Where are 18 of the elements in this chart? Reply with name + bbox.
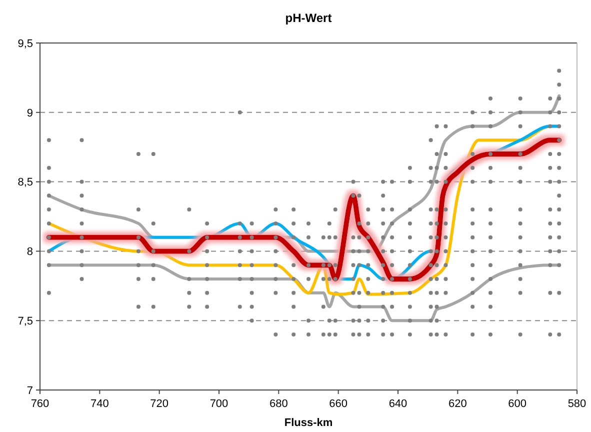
y-tick-label: 9,5 (18, 38, 33, 50)
x-tick-label: 660 (329, 398, 348, 410)
chart-title: pH-Wert (285, 11, 332, 25)
y-tick-label: 7,5 (18, 315, 33, 328)
x-axis-title: Fluss-km (284, 417, 333, 429)
x-tick-label: 680 (269, 398, 288, 410)
x-tick-label: 600 (508, 398, 527, 410)
y-tick-label: 8 (26, 246, 33, 258)
y-tick-label: 9 (26, 107, 33, 120)
y-tick-label: 7 (26, 384, 33, 397)
x-tick-label: 580 (568, 398, 586, 410)
x-tick-label: 640 (388, 398, 408, 410)
x-tick-label: 740 (90, 398, 109, 410)
x-tick-label: 760 (30, 398, 50, 410)
x-tick-label: 620 (448, 398, 467, 410)
y-tick-label: 8,5 (18, 176, 33, 189)
x-tick-label: 720 (150, 398, 169, 410)
x-tick-label: 700 (210, 398, 228, 410)
